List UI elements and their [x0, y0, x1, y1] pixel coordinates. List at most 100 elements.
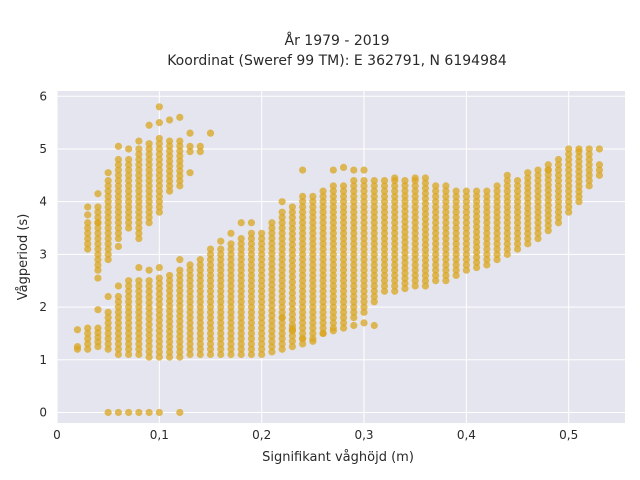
data-point [585, 155, 593, 164]
data-point [186, 298, 194, 306]
data-point [411, 261, 419, 269]
data-point [155, 203, 163, 211]
data-point [125, 292, 133, 301]
data-point [135, 224, 143, 232]
data-point [237, 303, 245, 311]
data-point [125, 308, 133, 316]
data-point [421, 241, 430, 249]
data-point [339, 163, 348, 172]
data-point [319, 213, 327, 222]
data-point [370, 192, 378, 200]
data-point [104, 329, 112, 338]
data-point [299, 261, 307, 269]
data-point [391, 229, 399, 237]
data-point [104, 234, 112, 243]
data-point [391, 182, 399, 190]
data-point [155, 274, 163, 282]
data-point [380, 245, 389, 253]
data-point [391, 224, 399, 232]
data-point [186, 261, 194, 269]
data-point [401, 228, 409, 236]
data-point [391, 266, 399, 274]
data-point [247, 308, 256, 316]
data-point [380, 250, 389, 258]
data-point [370, 208, 378, 216]
data-point [94, 250, 102, 258]
data-point [186, 319, 194, 327]
data-point [247, 314, 256, 322]
data-point [442, 271, 450, 280]
data-point [513, 198, 522, 206]
data-point [145, 208, 153, 216]
data-point [288, 208, 296, 216]
data-point [462, 192, 470, 200]
data-point [165, 333, 174, 341]
data-point [237, 324, 245, 332]
data-point [125, 319, 133, 327]
data-point [135, 319, 143, 327]
data-point [503, 171, 511, 179]
data-point [237, 298, 245, 306]
data-point [493, 224, 501, 232]
data-point [329, 203, 337, 211]
data-point [360, 261, 368, 269]
data-point [411, 174, 419, 182]
data-point [258, 324, 266, 332]
y-axis-label: Vågperiod (s) [16, 214, 31, 301]
data-point [247, 345, 256, 353]
data-point [473, 202, 481, 211]
data-point [401, 269, 409, 277]
data-point [544, 191, 552, 199]
data-point [401, 207, 409, 216]
data-point [227, 245, 235, 253]
data-point [135, 198, 143, 206]
data-point [432, 208, 440, 216]
data-point [94, 208, 102, 216]
data-point [360, 208, 368, 216]
data-point [176, 281, 184, 290]
data-point [227, 350, 235, 359]
data-point [104, 408, 112, 417]
data-point [206, 350, 215, 359]
data-point [135, 308, 143, 316]
data-point [176, 177, 184, 185]
data-point [84, 219, 92, 227]
data-point [227, 266, 235, 274]
data-point [186, 292, 194, 301]
data-point [534, 182, 542, 190]
data-point [483, 240, 491, 248]
data-point [186, 335, 194, 343]
data-point [350, 224, 358, 232]
data-point [165, 322, 174, 331]
data-point [145, 213, 153, 222]
data-point [452, 187, 460, 195]
data-point [114, 182, 123, 190]
data-point [268, 291, 276, 299]
data-point [176, 338, 184, 346]
data-point [329, 166, 337, 174]
data-point [299, 234, 307, 243]
data-point [114, 319, 123, 327]
data-point [350, 192, 358, 200]
data-point [370, 182, 378, 190]
data-point [432, 250, 440, 258]
data-point [114, 350, 123, 359]
data-point [114, 340, 123, 348]
data-point [513, 208, 522, 216]
data-point [186, 271, 194, 280]
data-point [319, 303, 327, 311]
data-point [155, 337, 163, 345]
data-point [114, 292, 123, 301]
data-point [329, 282, 337, 290]
data-point [370, 250, 378, 258]
data-point [145, 337, 153, 345]
data-point [145, 282, 153, 290]
data-point [503, 224, 511, 232]
data-point [247, 287, 256, 295]
data-point [483, 219, 491, 227]
data-point [339, 287, 348, 295]
data-point [329, 308, 337, 316]
data-point [114, 198, 123, 206]
data-point [227, 345, 235, 353]
data-point [339, 224, 348, 232]
